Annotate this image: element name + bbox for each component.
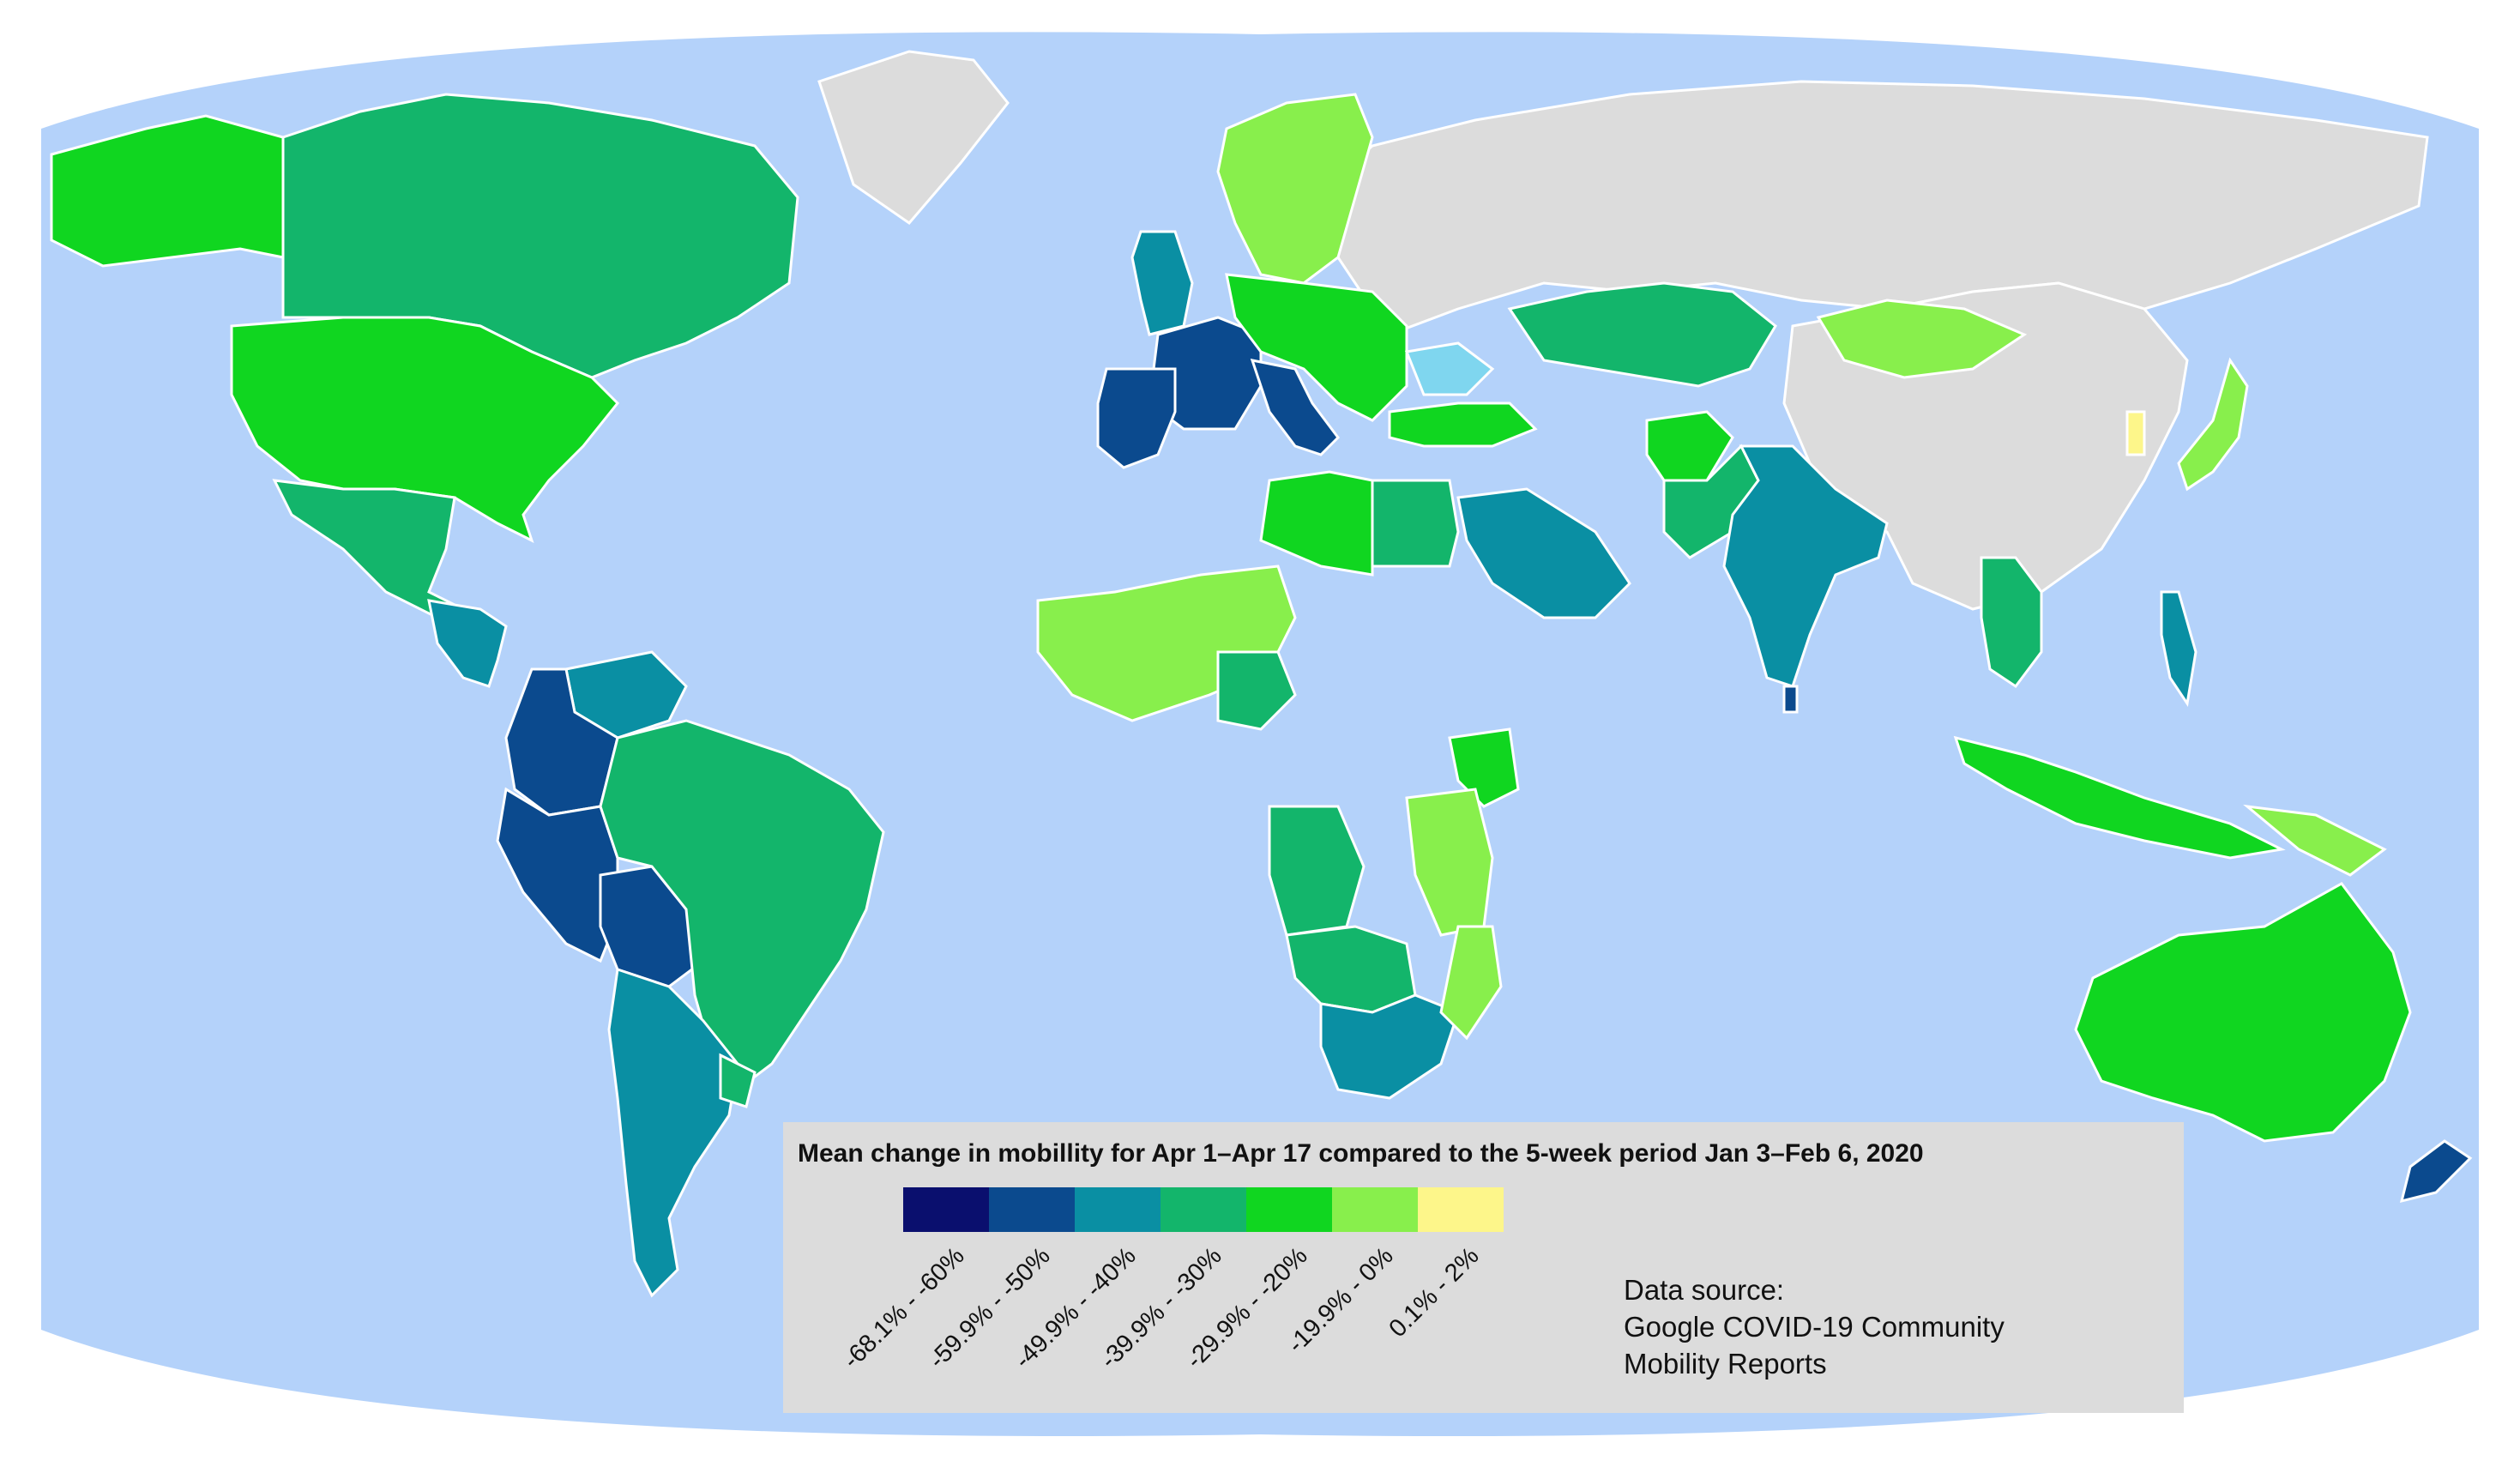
region-russia — [1302, 80, 2429, 336]
region-indochina — [1980, 556, 2043, 689]
region-turkey — [1388, 401, 1538, 448]
region-central-europe — [1225, 273, 1408, 422]
region-united-kingdom — [1130, 230, 1194, 336]
legend-swatch-5 — [1332, 1187, 1418, 1232]
legend-swatch-2 — [1075, 1187, 1161, 1232]
region-central-america — [427, 599, 508, 688]
legend-swatch-6 — [1418, 1187, 1504, 1232]
region-indonesia — [1953, 735, 2286, 860]
region-saudi-arabia — [1456, 487, 1631, 619]
region-mexico — [272, 479, 467, 619]
region-australia — [2074, 882, 2412, 1143]
region-united-states — [230, 316, 620, 543]
data-source-note: Data source: Google COVID-19 Community M… — [1624, 1271, 2005, 1382]
region-south-africa — [1319, 993, 1460, 1100]
legend-panel: Mean change in mobillity for Apr 1–Apr 1… — [783, 1122, 2184, 1413]
region-black-sea — [1404, 341, 1495, 396]
region-alaska — [50, 114, 285, 268]
legend-title: Mean change in mobillity for Apr 1–Apr 1… — [798, 1139, 1924, 1168]
region-papua-new-guinea — [2243, 804, 2387, 877]
source-line-3: Mobility Reports — [1624, 1348, 1827, 1379]
region-uruguay — [719, 1053, 757, 1108]
region-argentina-chile — [607, 968, 739, 1298]
region-greenland — [817, 50, 1010, 226]
source-line-2: Google COVID-19 Community — [1624, 1311, 2005, 1343]
region-india — [1722, 444, 1889, 688]
region-sri-lanka — [1782, 685, 1799, 714]
legend-swatch-4 — [1246, 1187, 1332, 1232]
region-spain — [1096, 367, 1177, 469]
region-egypt — [1371, 479, 1460, 568]
legend-label-6: 0.1% - 2% — [1384, 1242, 1485, 1343]
region-italy — [1250, 359, 1340, 456]
region-japan — [2177, 357, 2249, 492]
legend-swatch-3 — [1161, 1187, 1246, 1232]
region-philippines — [2160, 590, 2197, 707]
legend-label-4: -29.9% - -20% — [1180, 1242, 1313, 1374]
legend-label-3: -39.9% - -30% — [1094, 1242, 1227, 1374]
source-line-1: Data source: — [1624, 1274, 1785, 1306]
legend-label-5: -19.9% - 0% — [1282, 1242, 1399, 1359]
region-libya — [1259, 470, 1374, 577]
region-nigeria — [1216, 650, 1297, 731]
region-mozambique — [1439, 925, 1503, 1041]
region-mongolia — [1816, 299, 2028, 379]
legend-swatch-0 — [903, 1187, 989, 1232]
region-south-korea — [2125, 410, 2146, 456]
legend-swatch-1 — [989, 1187, 1075, 1232]
legend-label-0: -68.1% - -60% — [837, 1242, 970, 1374]
region-new-zealand — [2399, 1139, 2473, 1204]
region-kenya — [1448, 727, 1520, 808]
region-brazil — [599, 719, 885, 1092]
legend-label-1: -59.9% - -50% — [923, 1242, 1056, 1374]
region-scandinavia — [1216, 93, 1374, 285]
legend-label-2: -49.9% - -40% — [1009, 1242, 1142, 1374]
region-kazakhstan — [1507, 281, 1777, 388]
